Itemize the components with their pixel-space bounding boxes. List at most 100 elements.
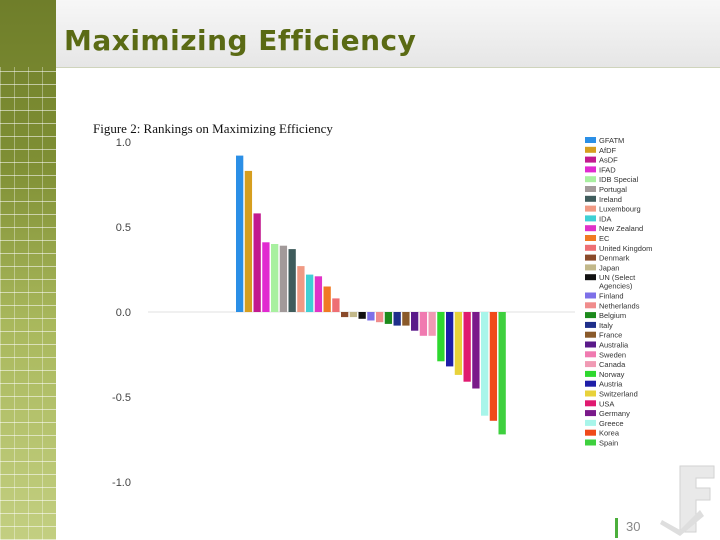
legend-label: Norway — [599, 370, 625, 379]
legend-swatch — [585, 439, 596, 446]
legend-swatch — [585, 390, 596, 397]
legend-label: France — [599, 331, 622, 340]
bar-norway — [437, 312, 445, 362]
legend-label: United Kingdom — [599, 244, 652, 253]
bar-finland — [367, 312, 375, 321]
bar-netherlands — [376, 312, 384, 323]
ranking-chart: Figure 2: Rankings on Maximizing Efficie… — [93, 121, 652, 489]
legend-label: Austria — [599, 380, 623, 389]
legend-label: Greece — [599, 419, 624, 428]
bar-afdf — [244, 170, 253, 312]
bar-germany — [472, 312, 480, 389]
slide-title: Maximizing Efficiency — [64, 24, 417, 57]
y-tick-label: 1.0 — [116, 137, 131, 149]
legend-label: Belgium — [599, 311, 626, 320]
legend-label: Portugal — [599, 185, 627, 194]
legend-label: Netherlands — [599, 301, 640, 310]
bar-usa — [463, 312, 471, 382]
legend-swatch — [585, 195, 596, 202]
left-grid-pattern — [0, 67, 56, 540]
legend-label: Agencies) — [599, 282, 633, 291]
bar-new-zealand — [314, 276, 323, 312]
legend-swatch — [585, 341, 596, 348]
bar-ifad — [262, 242, 270, 312]
legend-label: AsDF — [599, 156, 618, 165]
legend-swatch — [585, 137, 596, 143]
legend-swatch — [585, 400, 596, 407]
bar-spain — [498, 312, 506, 435]
bar-sweden — [419, 312, 428, 336]
legend-label: New Zealand — [599, 224, 643, 233]
legend-swatch — [585, 274, 596, 281]
bar-canada — [428, 312, 436, 336]
slide-number: 30 — [626, 519, 641, 534]
legend-label: EC — [599, 234, 610, 243]
legend-label: GFATM — [599, 136, 624, 145]
legend-label: IDA — [599, 214, 612, 223]
legend-swatch — [585, 205, 596, 212]
legend-label: USA — [599, 399, 614, 408]
bar-australia — [411, 312, 419, 331]
legend-swatch — [585, 312, 596, 319]
legend-swatch — [585, 186, 596, 192]
bar-gfatm — [236, 155, 244, 312]
legend-swatch — [585, 429, 596, 436]
legend-label: Italy — [599, 321, 613, 330]
bar-un-select-agencies — [358, 312, 366, 319]
legend-label: AfDF — [599, 146, 617, 155]
legend-label: Finland — [599, 292, 624, 301]
legend-label: Korea — [599, 429, 620, 438]
legend-swatch — [585, 321, 596, 328]
bar-ec — [323, 286, 331, 312]
legend-swatch — [585, 370, 596, 377]
slide-number-marker — [615, 518, 618, 538]
legend-swatch — [585, 292, 596, 299]
legend-label: Canada — [599, 360, 626, 369]
bar-belgium — [384, 312, 393, 324]
bar-united-kingdom — [332, 298, 340, 312]
bar-ireland — [288, 249, 296, 312]
legend-swatch — [585, 361, 596, 368]
bar-korea — [489, 312, 498, 421]
legend-label: Australia — [599, 341, 629, 350]
legend-label: Luxembourg — [599, 205, 641, 214]
bar-austria — [446, 312, 454, 367]
legend-swatch — [585, 351, 596, 358]
bar-japan — [349, 312, 358, 318]
legend-swatch — [585, 146, 596, 153]
bar-france — [402, 312, 410, 326]
legend-label: UN (Select — [599, 273, 636, 282]
legend-swatch — [585, 225, 596, 232]
bar-italy — [393, 312, 401, 326]
bar-switzerland — [454, 312, 463, 375]
legend-swatch — [585, 235, 596, 241]
y-tick-label: -1.0 — [112, 477, 131, 489]
bar-portugal — [279, 245, 288, 312]
legend-label: Sweden — [599, 350, 626, 359]
legend-label: Denmark — [599, 254, 630, 263]
legend-swatch — [585, 176, 596, 183]
y-tick-label: 0.5 — [116, 222, 131, 234]
legend-swatch — [585, 254, 596, 261]
bar-luxembourg — [297, 266, 305, 312]
legend-swatch — [585, 419, 596, 426]
legend-label: Japan — [599, 263, 619, 272]
chart-title: Figure 2: Rankings on Maximizing Efficie… — [93, 121, 333, 136]
legend-label: Spain — [599, 439, 618, 448]
legend-swatch — [585, 380, 596, 387]
y-tick-label: 0.0 — [116, 307, 131, 319]
legend-label: IFAD — [599, 165, 616, 174]
bar-idb-special — [271, 244, 279, 312]
legend-swatch — [585, 302, 596, 309]
legend-label: Switzerland — [599, 390, 638, 399]
legend-swatch — [585, 331, 596, 338]
bar-greece — [481, 312, 489, 416]
legend-swatch — [585, 215, 596, 222]
bar-denmark — [341, 312, 349, 318]
legend-swatch — [585, 410, 596, 417]
y-tick-label: -0.5 — [112, 392, 131, 404]
legend-label: Ireland — [599, 195, 622, 204]
legend-swatch — [585, 244, 596, 251]
legend-swatch — [585, 264, 596, 271]
